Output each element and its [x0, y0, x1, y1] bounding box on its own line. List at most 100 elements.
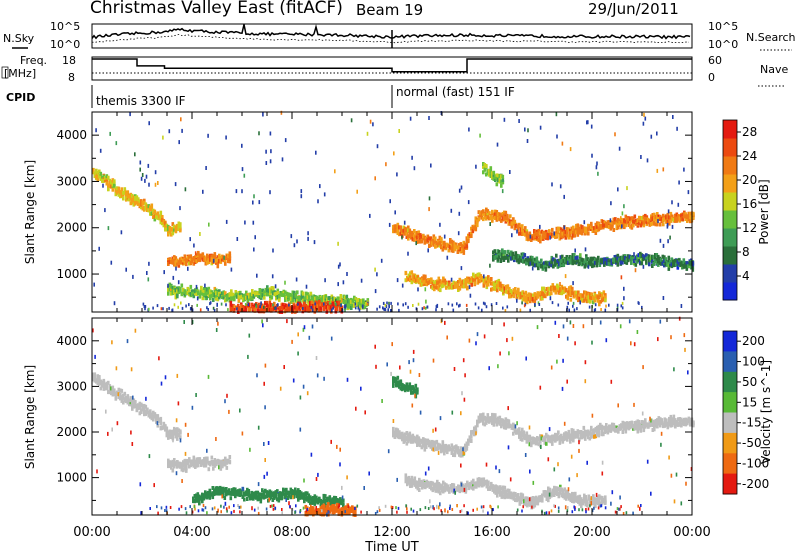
heatmap-cell: [520, 252, 524, 257]
heatmap-cell: [215, 293, 218, 298]
heatmap-cell: [517, 293, 520, 298]
heatmap-cell: [315, 150, 317, 155]
heatmap-cell: [482, 211, 485, 216]
heatmap-cell: [192, 455, 196, 460]
heatmap-cell: [459, 303, 461, 307]
heatmap-cell: [671, 200, 673, 205]
heatmap-cell: [231, 292, 235, 297]
heatmap-cell: [585, 254, 588, 259]
heatmap-cell: [306, 308, 309, 312]
heatmap-cell: [676, 126, 678, 131]
heatmap-cell: [247, 303, 250, 307]
heatmap-cell: [484, 302, 486, 306]
heatmap-cell: [307, 231, 309, 236]
heatmap-cell: [173, 426, 176, 431]
heatmap-cell: [645, 255, 648, 260]
heatmap-cell: [496, 288, 499, 293]
heatmap-cell: [663, 259, 666, 264]
heatmap-cell: [285, 491, 288, 496]
heatmap-cell: [452, 280, 456, 285]
heatmap-cell: [613, 255, 617, 259]
heatmap-cell: [357, 306, 360, 310]
heatmap-cell: [648, 222, 652, 227]
heatmap-cell: [488, 172, 491, 177]
heatmap-cell: [682, 263, 686, 268]
heatmap-cell: [200, 255, 203, 260]
heatmap-cell: [243, 173, 246, 178]
heatmap-cell: [207, 133, 209, 138]
heatmap-cell: [197, 251, 200, 256]
heatmap-cell: [498, 249, 501, 254]
heatmap-cell: [206, 255, 209, 260]
heatmap-cell: [240, 294, 244, 299]
heatmap-cell: [168, 129, 171, 134]
heatmap-cell: [322, 307, 326, 312]
heatmap-cell: [571, 290, 574, 295]
heatmap-cell: [339, 305, 342, 310]
heatmap-cell: [192, 294, 196, 299]
heatmap-cell: [550, 286, 553, 291]
heatmap-cell: [204, 292, 208, 296]
heatmap-cell: [294, 305, 297, 310]
heatmap-cell: [286, 495, 290, 500]
heatmap-cell: [198, 496, 201, 501]
heatmap-cell: [682, 258, 686, 263]
heatmap-cell: [616, 303, 619, 307]
power-y-axis-label: Slant Range [km]: [23, 160, 37, 264]
heatmap-cell: [648, 254, 651, 259]
heatmap-cell: [686, 219, 689, 223]
heatmap-cell: [122, 400, 125, 405]
heatmap-cell: [148, 261, 150, 266]
heatmap-cell: [120, 396, 124, 401]
heatmap-cell: [544, 260, 548, 265]
heatmap-cell: [225, 460, 229, 465]
heatmap-cell: [140, 205, 143, 210]
heatmap-cell: [508, 290, 511, 295]
heatmap-cell: [502, 250, 506, 255]
heatmap-cell: [435, 308, 437, 312]
heatmap-cell: [419, 282, 423, 287]
heatmap-cell: [509, 294, 513, 299]
heatmap-cell: [228, 459, 232, 464]
heatmap-cell: [336, 498, 339, 503]
heatmap-cell: [215, 256, 218, 261]
heatmap-cell: [114, 391, 118, 396]
heatmap-cell: [297, 493, 300, 497]
heatmap-cell: [437, 284, 441, 289]
heatmap-cell: [209, 253, 212, 258]
heatmap-cell: [635, 221, 638, 226]
heatmap-cell: [577, 290, 580, 295]
heatmap-cell: [327, 496, 330, 501]
heatmap-cell: [144, 307, 146, 311]
heatmap-cell: [640, 258, 644, 262]
heatmap-cell: [598, 295, 601, 299]
heatmap-cell: [302, 298, 305, 303]
heatmap-cell: [327, 503, 330, 508]
heatmap-cell: [138, 199, 142, 204]
heatmap-cell: [536, 294, 540, 299]
heatmap-cell: [134, 403, 137, 408]
heatmap-cell: [260, 294, 263, 299]
heatmap-cell: [108, 384, 112, 389]
heatmap-cell: [200, 462, 203, 467]
heatmap-cell: [537, 260, 540, 265]
heatmap-cell: [312, 306, 315, 311]
heatmap-cell: [630, 218, 634, 223]
heatmap-cell: [479, 274, 483, 279]
heatmap-cell: [463, 279, 466, 284]
heatmap-cell: [572, 233, 575, 238]
heatmap-cell: [387, 308, 389, 312]
heatmap-cell: [224, 456, 227, 461]
heatmap-cell: [518, 231, 521, 236]
heatmap-cell: [312, 509, 315, 514]
heatmap-cell: [276, 295, 280, 300]
heatmap-cell: [526, 258, 530, 263]
heatmap-cell: [606, 223, 610, 228]
heatmap-cell: [659, 217, 662, 222]
heatmap-cell: [562, 263, 566, 267]
heatmap-cell: [111, 182, 115, 187]
heatmap-cell: [177, 227, 181, 232]
heatmap-cell: [353, 297, 356, 302]
heatmap-cell: [549, 296, 552, 301]
heatmap-cell: [529, 308, 531, 312]
